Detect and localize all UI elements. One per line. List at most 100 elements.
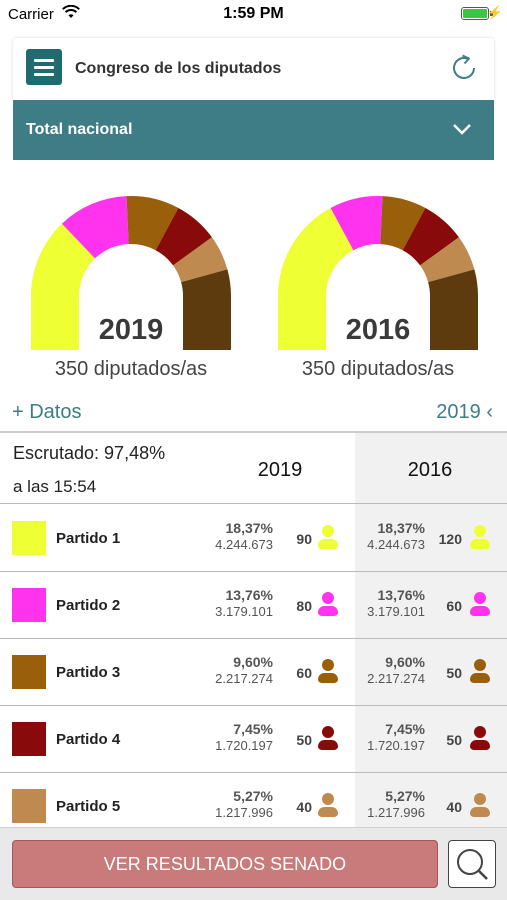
hemicycle-year: 2016 [345, 314, 411, 346]
seats-total: 350 diputados/as [301, 358, 455, 380]
seats-total: 350 diputados/as [54, 358, 208, 380]
hemicycle-segment [155, 207, 212, 266]
refresh-icon[interactable] [448, 52, 480, 84]
hemicycle-segment [31, 296, 79, 350]
hemicycle-segment [428, 269, 478, 296]
hemicycle-year: 2019 [98, 314, 164, 346]
hemicycle-chart [31, 196, 231, 350]
person-icon [318, 525, 338, 551]
scrutiny-time: a las 15:54 [13, 477, 97, 496]
vote-percent-previous: 7,45% [385, 721, 425, 737]
senado-results-button[interactable]: VER RESULTADOS SENADO [12, 840, 438, 888]
hemicycle-segment [402, 207, 459, 266]
party-name: Partido 2 [56, 597, 121, 614]
page-title: Congreso de los diputados [75, 60, 282, 77]
party-name: Partido 1 [56, 530, 121, 547]
table-row[interactable]: Partido 3 9,60% 2.217.274 60 9,60% 2.217.274 5… [0, 639, 507, 706]
vote-percent-previous: 13,76% [377, 587, 425, 603]
vote-percent-current: 9,60% [233, 654, 273, 670]
person-icon [470, 793, 490, 819]
results-table: Escrutado: 97,48% a las 15:54 2019 2016 … [0, 431, 507, 833]
person-icon [470, 525, 490, 551]
party-name: Partido 4 [56, 731, 121, 748]
battery-cap [490, 11, 493, 16]
party-color-swatch [12, 722, 46, 756]
table-row[interactable]: Partido 5 5,27% 1.217.996 40 5,27% 1.217.996 4… [0, 773, 507, 840]
battery-icon [461, 7, 489, 20]
vote-count-previous: 1.720.197 [367, 738, 425, 753]
seats-current: 90 [296, 531, 312, 547]
region-label: Total nacional [26, 121, 133, 138]
party-name: Partido 3 [56, 664, 121, 681]
person-icon [318, 793, 338, 819]
vote-percent-previous: 9,60% [385, 654, 425, 670]
vote-count-previous: 4.244.673 [367, 537, 425, 552]
status-bar: Carrier 1:59 PM ⚡ [0, 0, 507, 28]
hemicycle-segment [278, 207, 354, 296]
hemicycle-segment [420, 237, 475, 283]
vote-percent-current: 7,45% [233, 721, 273, 737]
vote-percent-current: 13,76% [225, 587, 273, 603]
person-icon [470, 659, 490, 685]
seats-current: 50 [296, 732, 312, 748]
hemicycle-segment [61, 196, 129, 259]
vote-count-previous: 3.179.101 [367, 604, 425, 619]
chevron-down-icon [453, 124, 471, 135]
person-icon [318, 659, 338, 685]
scrutiny-percent: Escrutado: 97,48% [13, 443, 166, 463]
seats-current: 80 [296, 598, 312, 614]
party-color-swatch [12, 521, 46, 555]
hemicycle-segment [430, 296, 478, 350]
vote-percent-previous: 18,37% [377, 520, 425, 536]
person-icon [318, 592, 338, 618]
status-time: 1:59 PM [223, 5, 284, 22]
seats-previous: 40 [446, 799, 462, 815]
seats-current: 60 [296, 665, 312, 681]
hemicycle-segment [330, 196, 383, 251]
vote-count-current: 1.720.197 [215, 738, 273, 753]
hemicycle-segment [31, 223, 96, 296]
carrier-label: Carrier [8, 6, 54, 23]
hemicycle-2019: 2019 [23, 178, 239, 350]
hemicycle-segment [183, 296, 231, 350]
vote-count-current: 2.217.274 [215, 671, 273, 686]
party-color-swatch [12, 789, 46, 823]
vote-count-current: 3.179.101 [215, 604, 273, 619]
search-button[interactable] [448, 840, 496, 888]
more-data-link[interactable]: + Datos [12, 401, 82, 423]
table-row[interactable]: Partido 4 7,45% 1.720.197 50 7,45% 1.720.197 5… [0, 706, 507, 773]
hemicycle-chart [278, 196, 478, 350]
hemicycle-segment [181, 269, 231, 296]
seats-current: 40 [296, 799, 312, 815]
comparison-column-bg [355, 433, 507, 833]
charging-icon: ⚡ [486, 5, 503, 20]
column-header-current: 2019 [257, 459, 303, 481]
app-header: Congreso de los diputados [13, 38, 494, 100]
region-dropdown[interactable]: Total nacional [13, 100, 494, 160]
table-row[interactable]: Partido 1 18,37% 4.244.673 90 18,37% 4.244.67… [0, 505, 507, 572]
vote-count-previous: 1.217.996 [367, 805, 425, 820]
hemicycle-2016: 2016 [270, 178, 486, 350]
wifi-icon [62, 5, 80, 18]
hemicycle-segment [126, 196, 179, 251]
vote-count-current: 4.244.673 [215, 537, 273, 552]
column-header-previous: 2016 [407, 459, 453, 481]
menu-button[interactable] [26, 49, 62, 85]
seats-previous: 60 [446, 598, 462, 614]
year-selector[interactable]: 2019 ‹ [436, 401, 493, 423]
person-icon [470, 592, 490, 618]
vote-count-current: 1.217.996 [215, 805, 273, 820]
hemicycle-segment [173, 237, 228, 283]
vote-percent-current: 18,37% [225, 520, 273, 536]
seats-previous: 50 [446, 665, 462, 681]
seats-previous: 120 [438, 531, 462, 547]
vote-percent-previous: 5,27% [385, 788, 425, 804]
vote-percent-current: 5,27% [233, 788, 273, 804]
table-row[interactable]: Partido 2 13,76% 3.179.101 80 13,76% 3.179.10… [0, 572, 507, 639]
person-icon [470, 726, 490, 752]
seats-previous: 50 [446, 732, 462, 748]
search-icon [457, 849, 488, 880]
hemicycle-segment [278, 296, 326, 350]
table-header: Escrutado: 97,48% a las 15:54 2019 2016 [0, 433, 507, 504]
